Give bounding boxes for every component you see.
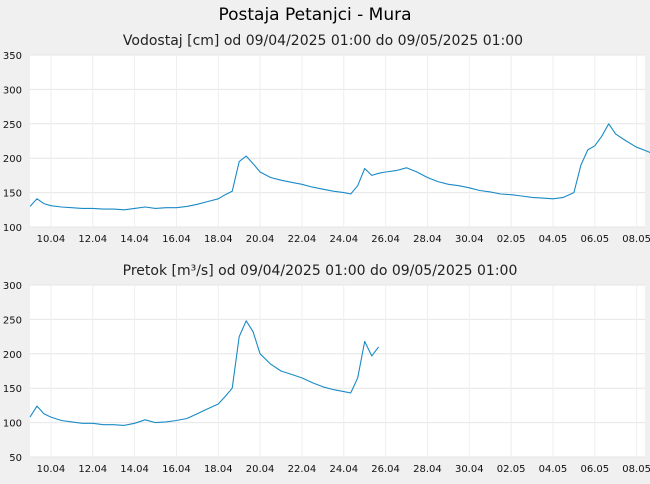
chart-1-xtick-label: 22.04 <box>288 234 317 245</box>
chart-1-title: Vodostaj [cm] od 09/04/2025 01:00 do 09/… <box>123 33 523 49</box>
chart-2-xtick-label: 06.05 <box>580 464 609 475</box>
chart-1-xtick-label: 16.04 <box>162 234 191 245</box>
chart-1-xtick-label: 26.04 <box>371 234 400 245</box>
chart-2-ytick-label: 50 <box>9 453 22 464</box>
chart-2-xtick-label: 04.05 <box>539 464 568 475</box>
chart-1-xtick-label: 18.04 <box>204 234 233 245</box>
chart-2-plot: 50 100 150 200 250 300 10.04 12.04 14.04 16.04 18.… <box>3 281 650 475</box>
chart-2-ytick-label: 150 <box>3 384 22 395</box>
chart-2-xtick-label: 26.04 <box>371 464 400 475</box>
page-title: Postaja Petanjci - Mura <box>218 5 411 25</box>
chart-1-ytick-label: 150 <box>3 189 22 200</box>
chart-1-ytick-label: 300 <box>3 85 22 96</box>
chart-2-xtick-label: 18.04 <box>204 464 233 475</box>
chart-2-xtick-label: 14.04 <box>120 464 149 475</box>
chart-1-xtick-label: 10.04 <box>37 234 66 245</box>
chart-2-xtick-label: 10.04 <box>37 464 66 475</box>
chart-2-plot-area <box>30 285 645 457</box>
chart-1-plot: 100 150 200 250 300 350 10.04 12.04 14.04 16.04 18… <box>3 51 650 245</box>
chart-1-ytick-label: 350 <box>3 51 22 62</box>
chart-1-series-line <box>29 123 650 211</box>
chart-2-ytick-label: 250 <box>3 315 22 326</box>
chart-2-xtick-label: 28.04 <box>413 464 442 475</box>
chart-1-xtick-label: 14.04 <box>120 234 149 245</box>
chart-2-xtick-label: 30.04 <box>455 464 484 475</box>
chart-2-xtick-label: 16.04 <box>162 464 191 475</box>
chart-1-xtick-label: 04.05 <box>539 234 568 245</box>
chart-1-xtick-label: 12.04 <box>78 234 107 245</box>
chart-1-ytick-label: 100 <box>3 223 22 234</box>
chart-1-xtick-label: 24.04 <box>329 234 358 245</box>
chart-2-xtick-label: 20.04 <box>246 464 275 475</box>
chart-1-xtick-label: 20.04 <box>246 234 275 245</box>
chart-1-xtick-label: 28.04 <box>413 234 442 245</box>
chart-2-xtick-label: 12.04 <box>78 464 107 475</box>
chart-2-xtick-label: 22.04 <box>288 464 317 475</box>
chart-2-xtick-label: 08.05 <box>622 464 650 475</box>
chart-2-xtick-label: 24.04 <box>329 464 358 475</box>
chart-1-xtick-label: 02.05 <box>497 234 526 245</box>
chart-2-xtick-label: 02.05 <box>497 464 526 475</box>
chart-2-ytick-label: 100 <box>3 419 22 430</box>
chart-2-ytick-label: 200 <box>3 350 22 361</box>
chart-1-xtick-label: 06.05 <box>580 234 609 245</box>
chart-2-title: Pretok [m³/s] od 09/04/2025 01:00 do 09/… <box>123 263 518 279</box>
chart-2-series-line <box>29 320 380 426</box>
chart-1-ytick-label: 200 <box>3 154 22 165</box>
chart-1-xtick-label: 30.04 <box>455 234 484 245</box>
chart-1-ytick-label: 250 <box>3 120 22 131</box>
chart-2-ytick-label: 300 <box>3 281 22 292</box>
chart-1-xtick-label: 08.05 <box>622 234 650 245</box>
